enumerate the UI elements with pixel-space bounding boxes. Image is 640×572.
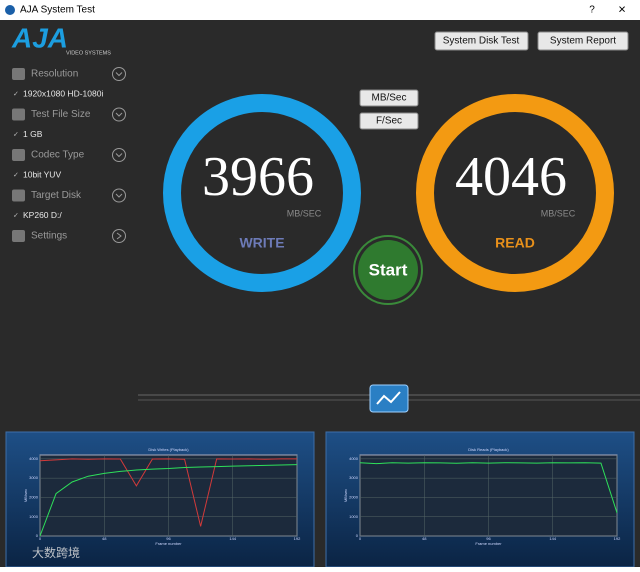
sidebar-label: Settings (31, 231, 67, 242)
sidebar-expand[interactable] (112, 148, 126, 162)
data-line (359, 462, 618, 514)
chevron (115, 193, 123, 198)
chevron (116, 232, 122, 240)
check: ✓ (13, 172, 19, 179)
x-tick-label: 144 (229, 536, 236, 541)
mb-sec-toggle[interactable] (359, 89, 419, 107)
sidebar-label: Codec Type (31, 150, 85, 161)
y-tick-label: 0 (36, 533, 39, 538)
system-report-button[interactable] (537, 31, 629, 51)
start-label: Start (369, 260, 408, 279)
read-label: READ (495, 235, 535, 251)
y-tick-label: 2000 (349, 494, 359, 499)
chevron (115, 153, 123, 158)
x-tick-label: 0 (39, 536, 42, 541)
y-tick-label: 3000 (29, 475, 39, 480)
x-tick-label: 144 (549, 536, 556, 541)
sidebar-icon (12, 149, 25, 161)
system-report-label: System Report (550, 36, 616, 47)
sidebar-expand[interactable] (112, 229, 126, 243)
y-axis-label: MB/sec (23, 489, 28, 502)
chevron (115, 112, 123, 117)
data-line (39, 458, 297, 527)
data-line (39, 464, 298, 537)
x-tick-label: 48 (422, 536, 427, 541)
x-tick-label: 192 (614, 536, 621, 541)
read-value: 4046 (455, 146, 567, 208)
help-button[interactable]: ? (589, 5, 595, 16)
sidebar-value: 10bit YUV (23, 169, 61, 179)
check: ✓ (13, 91, 19, 98)
sidebar-label: Test File Size (31, 109, 91, 120)
start-ring (353, 235, 423, 305)
graphs: Disk Writes (Playback) MB/sec Frame number… (5, 431, 635, 568)
watermark: 大数跨境 (32, 545, 80, 560)
write-ring (163, 94, 361, 292)
graph-toggle[interactable] (369, 384, 409, 413)
close-button[interactable]: × (618, 1, 626, 16)
graph-title: Disk Reads (Playback) (468, 447, 509, 452)
f-sec-label: F/Sec (376, 116, 402, 127)
logo: AJA (11, 22, 68, 53)
start-button[interactable] (358, 240, 418, 300)
write-label: WRITE (239, 235, 284, 251)
x-tick-label: 48 (102, 536, 107, 541)
graph-icon (376, 391, 401, 405)
sidebar-icon (12, 230, 25, 242)
check: ✓ (13, 131, 19, 138)
read-ring (416, 94, 614, 292)
y-tick-label: 4000 (349, 456, 359, 461)
y-tick-label: 4000 (29, 456, 39, 461)
sidebar-icon (12, 68, 25, 80)
y-tick-label: 0 (356, 533, 359, 538)
sidebar-expand[interactable] (112, 67, 126, 81)
sidebar-expand[interactable] (112, 107, 126, 122)
graph-title: Disk Writes (Playback) (148, 447, 189, 452)
y-axis-label: MB/sec (343, 489, 348, 502)
sidebar-label: Target Disk (31, 190, 82, 201)
y-tick-label: 3000 (349, 475, 359, 480)
system-disk-test-button[interactable] (434, 31, 529, 51)
x-tick-label: 96 (486, 536, 491, 541)
x-tick-label: 192 (294, 536, 301, 541)
sidebar-icon (12, 108, 25, 121)
y-tick-label: 2000 (29, 494, 39, 499)
system-disk-test-label: System Disk Test (443, 36, 520, 47)
y-tick-label: 1000 (349, 514, 359, 519)
y-tick-label: 1000 (29, 514, 39, 519)
x-axis-label: Frame number (475, 541, 502, 546)
logo-tagline: VIDEO SYSTEMS (66, 50, 111, 56)
check: ✓ (13, 212, 19, 219)
mb-sec-label: MB/Sec (371, 93, 406, 104)
x-tick-label: 0 (359, 536, 362, 541)
x-axis-label: Frame number (155, 541, 182, 546)
sidebar-expand[interactable] (112, 188, 126, 203)
write-value: 3966 (202, 146, 314, 208)
sidebar: Resolution ✓ 1920x1080 HD-1080i Test File S… (12, 67, 126, 243)
app-icon (5, 5, 15, 15)
title-bar (0, 0, 640, 20)
write-unit: MB/SEC (287, 208, 322, 218)
sidebar-label: Resolution (31, 69, 78, 80)
sidebar-value: KP260 D:/ (23, 210, 62, 220)
window-title: AJA System Test (20, 5, 95, 16)
x-tick-label: 96 (166, 536, 171, 541)
sidebar-icon (12, 189, 25, 202)
chevron (115, 72, 123, 77)
f-sec-toggle[interactable] (359, 112, 419, 130)
sidebar-value: 1920x1080 HD-1080i (23, 88, 103, 98)
read-unit: MB/SEC (541, 208, 576, 218)
sidebar-value: 1 GB (23, 129, 43, 139)
